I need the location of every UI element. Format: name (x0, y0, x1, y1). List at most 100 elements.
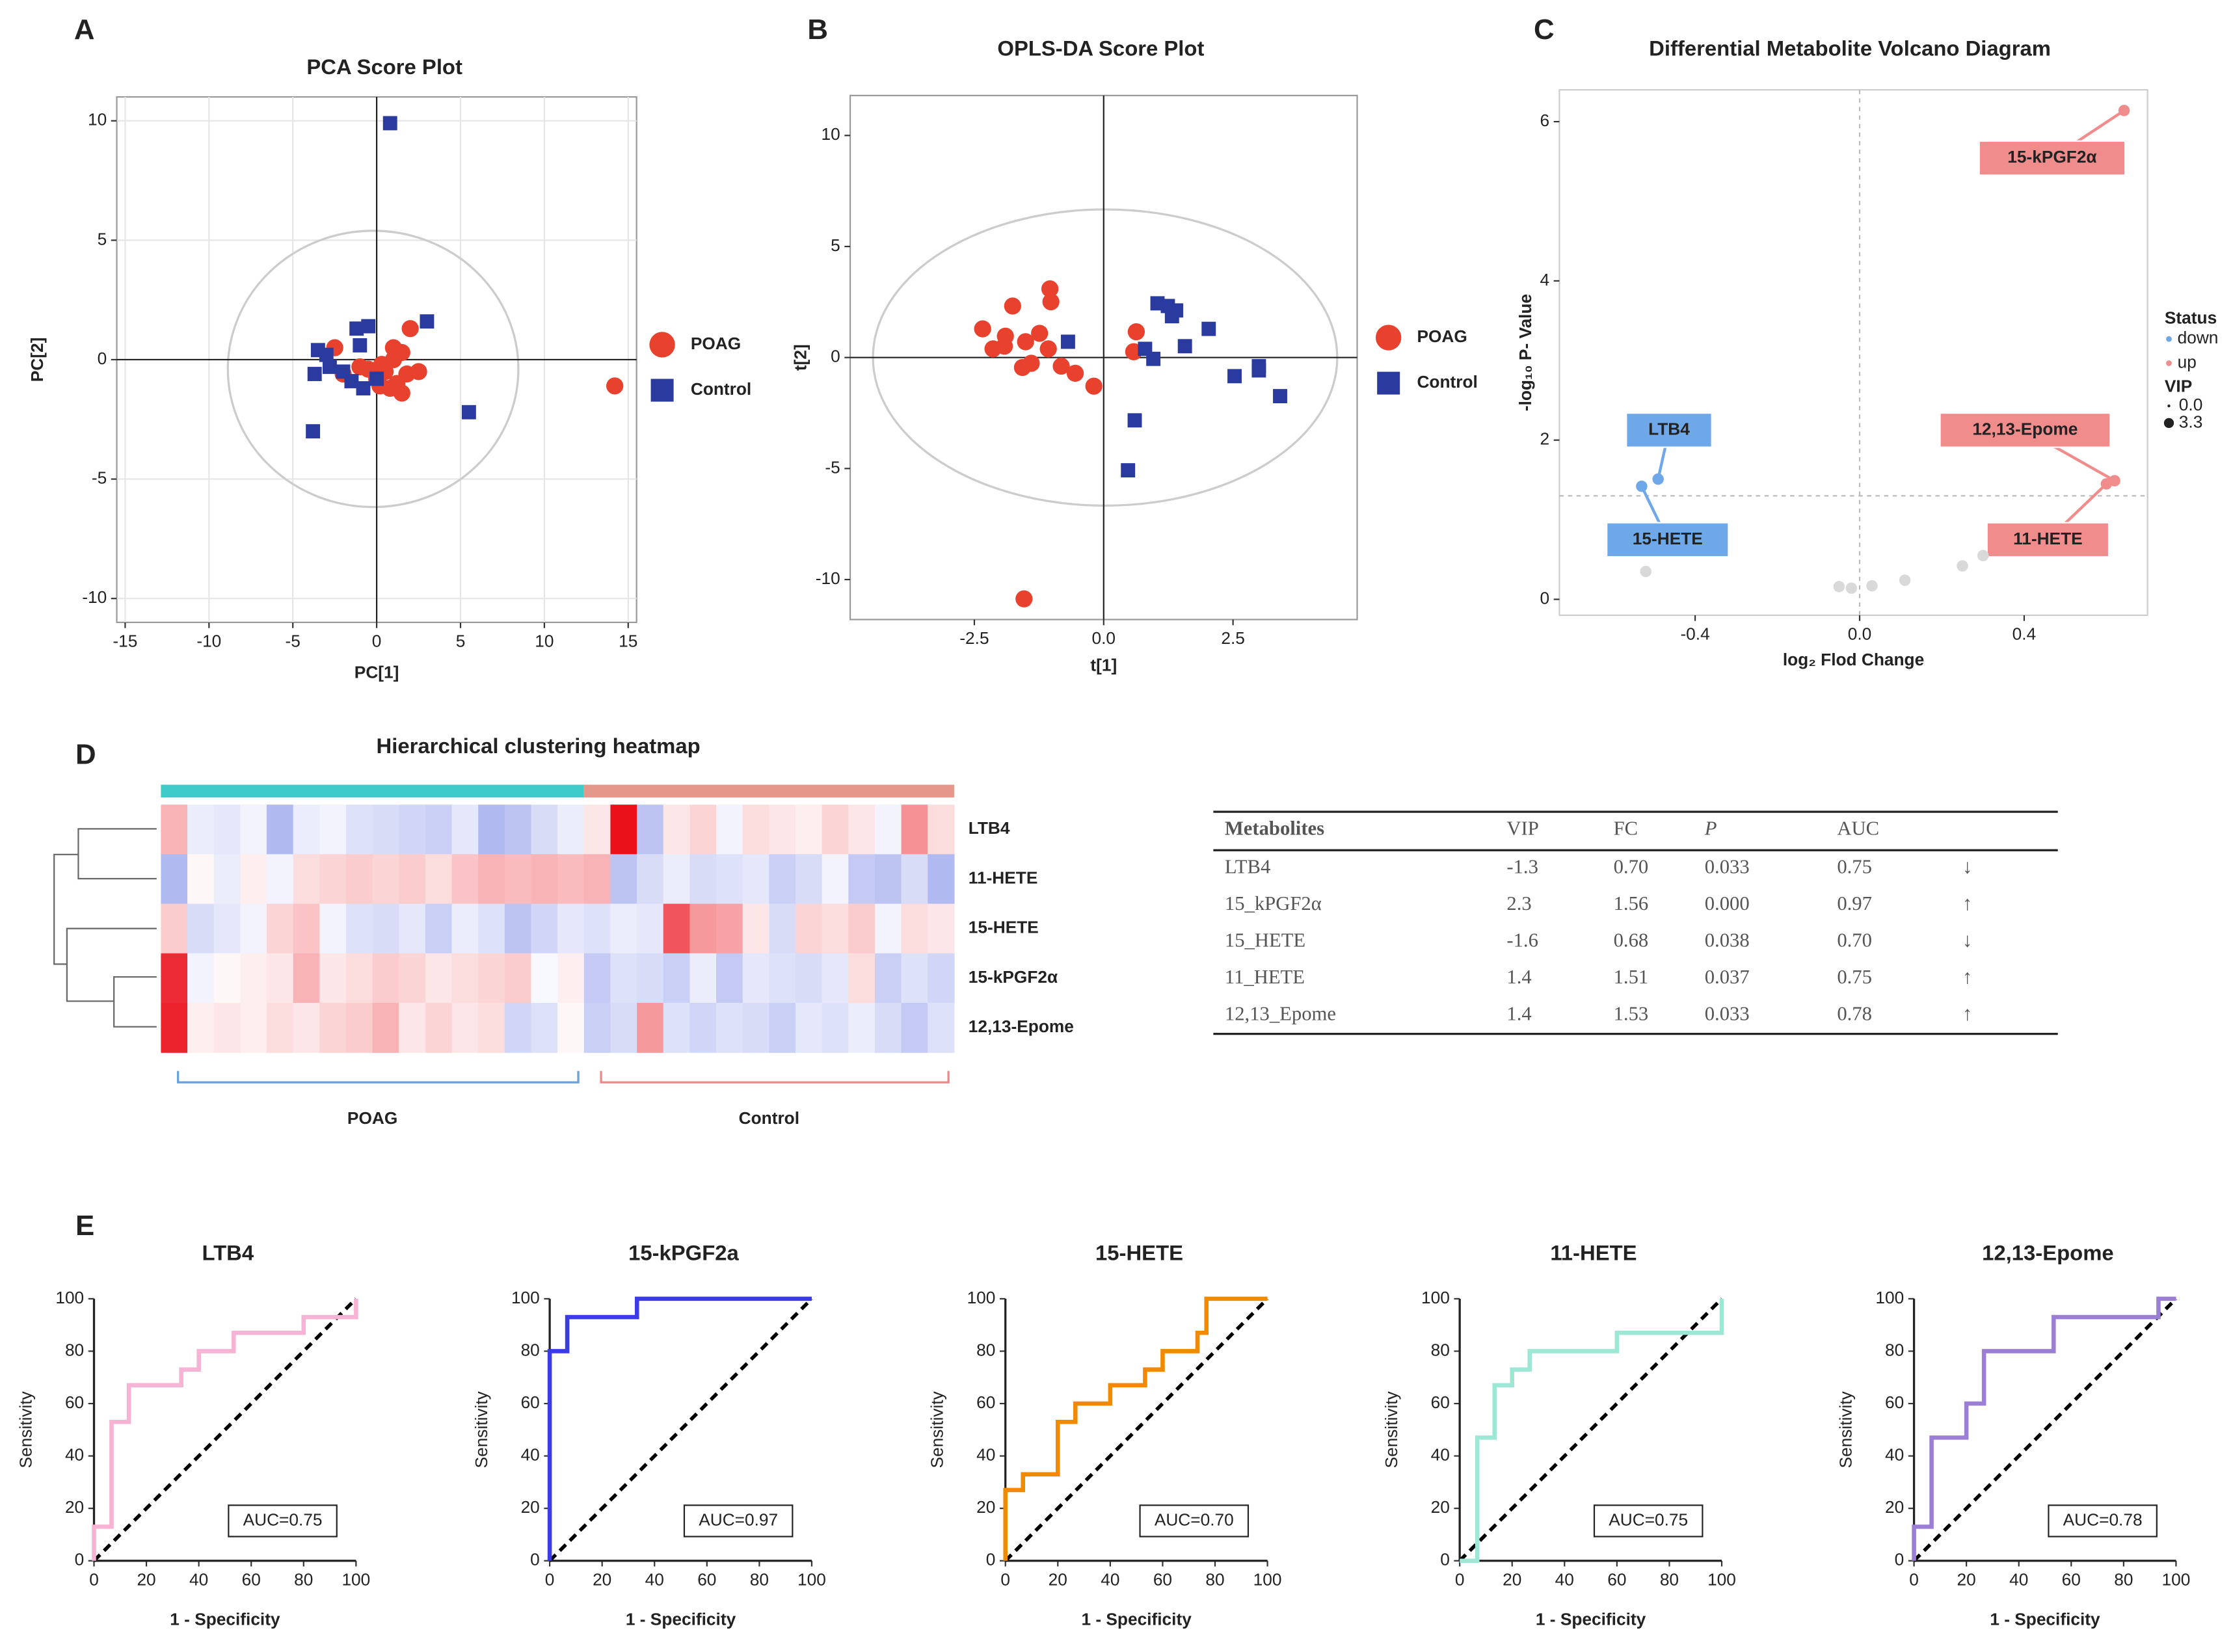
x-tick-label: 5 (456, 632, 466, 651)
x-tick-label: 20 (137, 1569, 155, 1589)
point-label: 12,13-Epome (1972, 419, 2078, 438)
y-tick-label: 20 (1885, 1497, 1904, 1517)
table-cell: 1.51 (1614, 966, 1649, 988)
heatmap-cell (769, 903, 796, 954)
dendrogram (53, 828, 157, 1028)
table-cell: -1.3 (1506, 856, 1538, 878)
table-cell: 1.4 (1506, 966, 1531, 988)
heatmap-cell (928, 805, 955, 855)
x-tick-label: 20 (1957, 1569, 1976, 1589)
group-label: Control (739, 1108, 799, 1128)
plot-frame (1558, 88, 2148, 617)
point (1146, 351, 1161, 366)
y-axis-label: Sensitivity (928, 1391, 947, 1468)
table-cell: 0.97 (1837, 892, 1872, 914)
point-label: 15-kPGF2α (2007, 147, 2096, 167)
heatmap-cell (848, 805, 876, 855)
heatmap-cell (637, 903, 664, 954)
point (1957, 560, 1968, 572)
heatmap-cell (796, 953, 823, 1004)
point (1640, 565, 1651, 578)
x-axis-label: 1 - Specificity (1081, 1610, 1192, 1629)
y-tick-label: 40 (1431, 1445, 1450, 1465)
heatmap-cell (319, 953, 347, 1004)
heatmap-cell (267, 1002, 294, 1053)
y-tick-label: 10 (88, 110, 107, 129)
heatmap-cell (637, 805, 664, 855)
legend-marker (2166, 336, 2172, 342)
heatmap-cell (531, 903, 558, 954)
table-cell: 11_HETE (1225, 966, 1305, 988)
point (1017, 333, 1034, 351)
x-tick-label: -0.4 (1680, 624, 1709, 644)
point (344, 374, 359, 388)
table-header: AUC (1837, 818, 1879, 840)
annotation: AUC=0.70 (1155, 1510, 1234, 1529)
confidence-ellipse (226, 230, 520, 509)
heatmap-cell (874, 854, 902, 905)
heatmap-cell (531, 854, 558, 905)
point (996, 327, 1014, 345)
legend-marker (649, 332, 675, 358)
y-tick-label: 5 (831, 235, 840, 255)
x-tick-label: 0.4 (2012, 624, 2037, 644)
y-tick-label: 4 (1540, 270, 1549, 289)
heatmap-cell (531, 953, 558, 1004)
y-tick-label: -10 (816, 568, 840, 588)
heatmap-cell (399, 805, 426, 855)
point (410, 363, 427, 380)
point (307, 367, 322, 381)
heatmap-cell (742, 903, 770, 954)
annotation-box (1593, 1504, 1704, 1538)
point (353, 338, 368, 353)
x-tick-label: 0 (1909, 1569, 1919, 1589)
x-tick-label: 40 (645, 1569, 664, 1589)
reference-diagonal (1912, 1297, 2178, 1562)
point-label: 15-HETE (1633, 529, 1703, 548)
heatmap-cell (372, 854, 399, 905)
heatmap-cell (796, 1002, 823, 1053)
table-header: FC (1614, 818, 1638, 840)
heatmap-cell (769, 1002, 796, 1053)
y-tick-label: 20 (1431, 1497, 1450, 1517)
panel-label: C (1534, 14, 1555, 46)
heatmap-cell (425, 903, 453, 954)
annotation-box (2048, 1504, 2158, 1538)
legend-label: down (2178, 328, 2219, 347)
roc-curve (547, 1296, 812, 1561)
heatmap-cell (689, 953, 717, 1004)
heatmap-cell (240, 1002, 267, 1053)
panel-label: A (74, 14, 95, 46)
heatmap-cell (663, 805, 691, 855)
x-tick-label: 40 (1555, 1569, 1574, 1589)
panel-label: D (75, 738, 96, 770)
x-tick-label: -2.5 (959, 628, 989, 648)
y-tick-label: 5 (98, 229, 107, 248)
x-tick-label: -15 (113, 632, 137, 651)
heatmap-cell (742, 805, 770, 855)
chart-title: LTB4 (202, 1241, 254, 1265)
heatmap-cell (187, 953, 215, 1004)
chart-title: Hierarchical clustering heatmap (377, 734, 701, 758)
chart-title: 15-kPGF2a (628, 1241, 739, 1265)
legend-marker (1375, 325, 1402, 351)
heatmap-cell (874, 805, 902, 855)
table-cell: 0.038 (1705, 929, 1750, 952)
point (1052, 357, 1070, 375)
heatmap-cell (267, 903, 294, 954)
table-cell: ↓ (1962, 856, 1972, 878)
x-tick-label: 60 (2062, 1569, 2081, 1589)
heatmap-cell (213, 854, 241, 905)
y-tick-label: 100 (1421, 1288, 1450, 1307)
table-cell: 0.033 (1705, 856, 1750, 878)
size-legend-title: VIP (2165, 377, 2192, 396)
heatmap-cell (425, 953, 453, 1004)
heatmap-cell (901, 1002, 928, 1053)
point (373, 356, 390, 373)
legend-label: up (2178, 352, 2197, 371)
heatmap-cell (161, 953, 188, 1004)
point (319, 347, 334, 362)
y-tick-label: 80 (1431, 1340, 1450, 1359)
point (349, 321, 364, 336)
